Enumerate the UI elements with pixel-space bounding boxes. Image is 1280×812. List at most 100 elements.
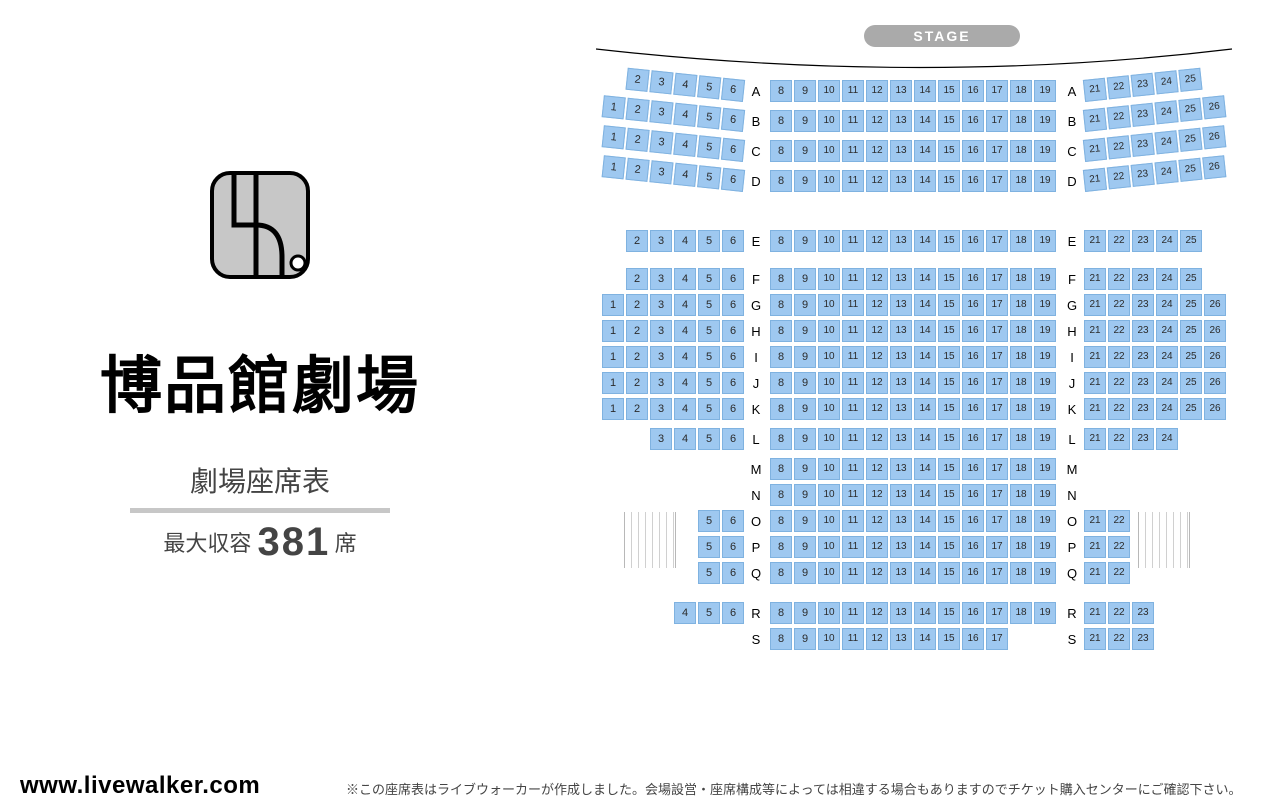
seat: 6 <box>722 372 744 394</box>
seat: 23 <box>1132 268 1154 290</box>
seat: 25 <box>1180 346 1202 368</box>
seat: 12 <box>866 170 888 192</box>
row-label: I <box>748 350 764 365</box>
seat: 21 <box>1084 536 1106 558</box>
seat: 17 <box>986 346 1008 368</box>
seat: 16 <box>962 536 984 558</box>
seat: 12 <box>866 140 888 162</box>
seat: 9 <box>794 110 816 132</box>
seat: 2 <box>626 398 648 420</box>
seat: 26 <box>1204 346 1226 368</box>
seat: 5 <box>697 165 721 189</box>
seat: 18 <box>1010 268 1032 290</box>
seat: 9 <box>794 170 816 192</box>
seat: 17 <box>986 602 1008 624</box>
seat: 19 <box>1034 458 1056 480</box>
seat: 3 <box>650 428 672 450</box>
seat: 18 <box>1010 170 1032 192</box>
seat: 8 <box>770 562 792 584</box>
seat: 24 <box>1156 268 1178 290</box>
seat: 11 <box>842 230 864 252</box>
seat: 23 <box>1132 398 1154 420</box>
seat: 5 <box>698 562 720 584</box>
seat: 16 <box>962 562 984 584</box>
seat: 8 <box>770 110 792 132</box>
seat: 1 <box>602 372 624 394</box>
seat: 4 <box>674 294 696 316</box>
seat: 16 <box>962 110 984 132</box>
seat: 13 <box>890 80 912 102</box>
seat: 17 <box>986 398 1008 420</box>
seat: 12 <box>866 536 888 558</box>
seat: 6 <box>722 268 744 290</box>
seat: 16 <box>962 230 984 252</box>
seat: 25 <box>1180 294 1202 316</box>
seat: 4 <box>674 602 696 624</box>
seat: 15 <box>938 510 960 532</box>
seat: 10 <box>818 140 840 162</box>
seat: 17 <box>986 80 1008 102</box>
seat: 13 <box>890 628 912 650</box>
seat: 6 <box>722 428 744 450</box>
seat: 6 <box>722 346 744 368</box>
row-label: B <box>748 114 764 129</box>
seat: 26 <box>1204 398 1226 420</box>
row-label: A <box>1064 84 1080 99</box>
seat: 9 <box>794 294 816 316</box>
seat: 10 <box>818 458 840 480</box>
seat: 23 <box>1132 294 1154 316</box>
seat: 12 <box>866 428 888 450</box>
seat: 14 <box>914 484 936 506</box>
capacity-unit: 席 <box>335 531 357 556</box>
seat: 18 <box>1010 398 1032 420</box>
seat: 2 <box>626 230 648 252</box>
seat: 6 <box>722 510 744 532</box>
seat: 23 <box>1132 372 1154 394</box>
row-label: H <box>748 324 764 339</box>
seat: 8 <box>770 602 792 624</box>
seat: 12 <box>866 628 888 650</box>
seat: 12 <box>866 562 888 584</box>
seat: 19 <box>1034 510 1056 532</box>
seat: 9 <box>794 140 816 162</box>
seat: 11 <box>842 80 864 102</box>
seat: 3 <box>650 268 672 290</box>
seat: 15 <box>938 80 960 102</box>
seat: 8 <box>770 628 792 650</box>
seat: 8 <box>770 294 792 316</box>
seat: 4 <box>673 103 697 127</box>
seat: 17 <box>986 230 1008 252</box>
seat: 25 <box>1180 230 1202 252</box>
seat: 14 <box>914 230 936 252</box>
seat: 1 <box>602 346 624 368</box>
seat: 9 <box>794 602 816 624</box>
capacity-label: 最大収容 <box>163 531 257 556</box>
seat: 26 <box>1202 125 1226 149</box>
seat: 16 <box>962 458 984 480</box>
seat: 15 <box>938 562 960 584</box>
seat: 11 <box>842 562 864 584</box>
seat: 12 <box>866 110 888 132</box>
seat: 13 <box>890 230 912 252</box>
seat: 2 <box>625 68 649 92</box>
seat: 21 <box>1084 230 1106 252</box>
seat: 1 <box>602 95 626 119</box>
seat: 10 <box>818 80 840 102</box>
seat: 18 <box>1010 428 1032 450</box>
seat: 13 <box>890 110 912 132</box>
row-label: L <box>748 432 764 447</box>
seat: 13 <box>890 294 912 316</box>
seat: 15 <box>938 428 960 450</box>
seat: 18 <box>1010 346 1032 368</box>
seat: 15 <box>938 230 960 252</box>
seat: 19 <box>1034 320 1056 342</box>
seat: 10 <box>818 428 840 450</box>
seat: 22 <box>1108 268 1130 290</box>
seat: 14 <box>914 510 936 532</box>
row-label: E <box>748 234 764 249</box>
seat: 22 <box>1108 628 1130 650</box>
seat: 5 <box>698 268 720 290</box>
seat: 2 <box>625 128 649 152</box>
seat: 24 <box>1154 130 1178 154</box>
row-label: K <box>1064 402 1080 417</box>
